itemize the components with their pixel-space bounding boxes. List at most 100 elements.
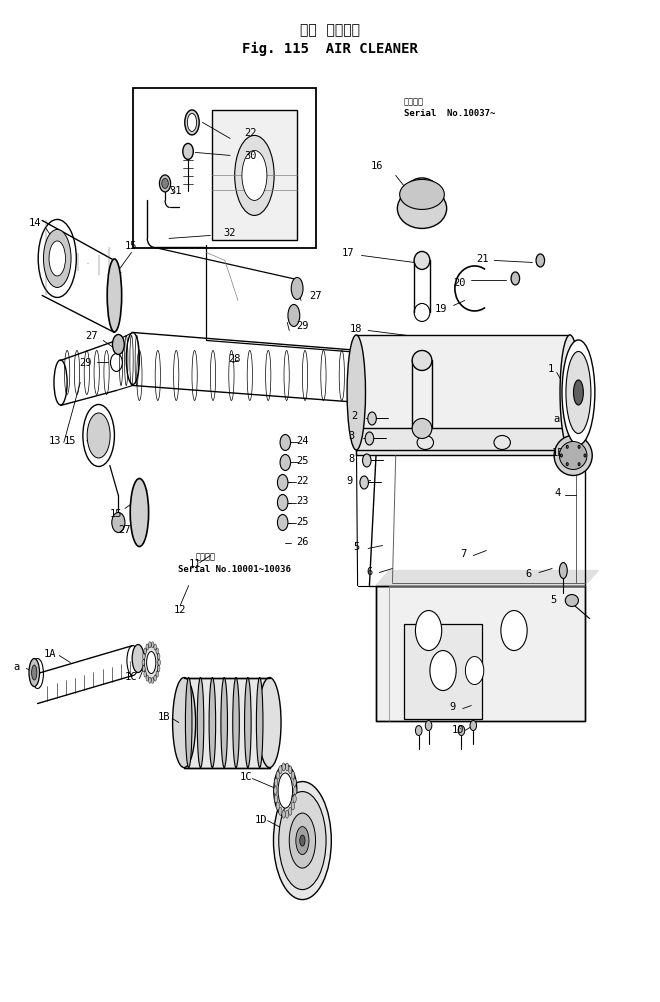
Text: 22: 22 xyxy=(245,128,257,138)
Ellipse shape xyxy=(44,230,71,289)
Ellipse shape xyxy=(291,279,303,301)
Text: 27: 27 xyxy=(86,331,98,341)
Ellipse shape xyxy=(132,645,144,673)
Text: 14: 14 xyxy=(29,218,42,228)
Ellipse shape xyxy=(173,678,195,768)
Text: 15: 15 xyxy=(64,436,77,446)
Ellipse shape xyxy=(130,479,148,547)
Ellipse shape xyxy=(458,725,465,735)
Text: 29: 29 xyxy=(79,358,92,368)
Ellipse shape xyxy=(156,648,158,654)
Ellipse shape xyxy=(288,306,300,327)
Ellipse shape xyxy=(49,241,65,277)
Bar xyxy=(133,89,315,249)
Ellipse shape xyxy=(347,336,366,451)
Ellipse shape xyxy=(242,151,267,201)
Ellipse shape xyxy=(412,351,432,371)
Ellipse shape xyxy=(29,659,40,686)
Ellipse shape xyxy=(187,114,197,132)
Text: Fig. 115  AIR CLEANER: Fig. 115 AIR CLEANER xyxy=(242,41,418,55)
Text: 18: 18 xyxy=(350,324,362,334)
Text: 21: 21 xyxy=(476,255,488,265)
Ellipse shape xyxy=(289,814,315,868)
Ellipse shape xyxy=(574,381,583,406)
Ellipse shape xyxy=(157,653,160,659)
Ellipse shape xyxy=(151,642,154,648)
Ellipse shape xyxy=(38,220,77,299)
Bar xyxy=(212,111,297,241)
Ellipse shape xyxy=(276,803,279,811)
Text: 32: 32 xyxy=(224,228,236,238)
Text: 27: 27 xyxy=(118,524,131,534)
Ellipse shape xyxy=(501,611,527,651)
Text: エア  クリーナ: エア クリーナ xyxy=(300,23,360,37)
Text: 24: 24 xyxy=(296,436,308,446)
Ellipse shape xyxy=(154,644,156,650)
Ellipse shape xyxy=(300,836,305,847)
Ellipse shape xyxy=(221,678,228,768)
Text: 1A: 1A xyxy=(44,648,57,658)
Ellipse shape xyxy=(144,648,147,654)
Text: 27: 27 xyxy=(309,292,321,302)
Text: 6: 6 xyxy=(366,566,372,576)
Ellipse shape xyxy=(160,175,171,192)
Text: 31: 31 xyxy=(169,186,182,196)
Text: 7: 7 xyxy=(460,548,467,558)
Text: 適用号機: 適用号機 xyxy=(195,551,215,560)
Ellipse shape xyxy=(151,677,154,683)
Ellipse shape xyxy=(282,811,285,819)
Text: 8: 8 xyxy=(348,454,354,464)
Ellipse shape xyxy=(144,645,158,680)
Bar xyxy=(184,678,269,768)
Text: 4: 4 xyxy=(555,488,561,498)
Text: 1D: 1D xyxy=(254,814,267,824)
Ellipse shape xyxy=(293,779,296,787)
Ellipse shape xyxy=(565,595,578,607)
Ellipse shape xyxy=(368,413,376,426)
Ellipse shape xyxy=(147,652,156,674)
Ellipse shape xyxy=(584,455,586,458)
Ellipse shape xyxy=(156,671,158,677)
Text: 9: 9 xyxy=(346,476,352,486)
Text: 23: 23 xyxy=(296,496,308,506)
Ellipse shape xyxy=(511,273,519,286)
Ellipse shape xyxy=(282,764,285,772)
Text: 19: 19 xyxy=(435,305,447,315)
Ellipse shape xyxy=(112,335,124,355)
Ellipse shape xyxy=(294,787,297,795)
Ellipse shape xyxy=(162,179,168,189)
Ellipse shape xyxy=(415,725,422,735)
Text: 1: 1 xyxy=(548,364,554,374)
Ellipse shape xyxy=(415,611,442,651)
Ellipse shape xyxy=(465,657,484,684)
Text: 12: 12 xyxy=(174,604,186,614)
Ellipse shape xyxy=(566,352,591,434)
Ellipse shape xyxy=(578,446,580,449)
Text: a: a xyxy=(554,414,560,424)
Ellipse shape xyxy=(400,180,444,210)
Polygon shape xyxy=(376,571,598,586)
Ellipse shape xyxy=(183,144,193,160)
Ellipse shape xyxy=(146,675,149,681)
Text: 11: 11 xyxy=(189,558,201,568)
Polygon shape xyxy=(356,336,570,451)
Ellipse shape xyxy=(275,779,278,787)
Ellipse shape xyxy=(233,678,240,768)
Text: 15: 15 xyxy=(125,241,137,252)
Ellipse shape xyxy=(275,795,278,803)
Text: 29: 29 xyxy=(296,321,308,331)
Ellipse shape xyxy=(566,463,568,466)
Text: 1B: 1B xyxy=(158,710,170,720)
Text: 22: 22 xyxy=(296,476,308,486)
Ellipse shape xyxy=(245,678,251,768)
Ellipse shape xyxy=(430,651,456,690)
Ellipse shape xyxy=(185,678,192,768)
Ellipse shape xyxy=(158,660,160,666)
Text: 5: 5 xyxy=(353,541,359,551)
Ellipse shape xyxy=(185,111,199,136)
Ellipse shape xyxy=(296,827,309,855)
Ellipse shape xyxy=(274,787,277,795)
Text: 15: 15 xyxy=(110,508,122,518)
Ellipse shape xyxy=(142,660,145,666)
Ellipse shape xyxy=(291,772,294,780)
